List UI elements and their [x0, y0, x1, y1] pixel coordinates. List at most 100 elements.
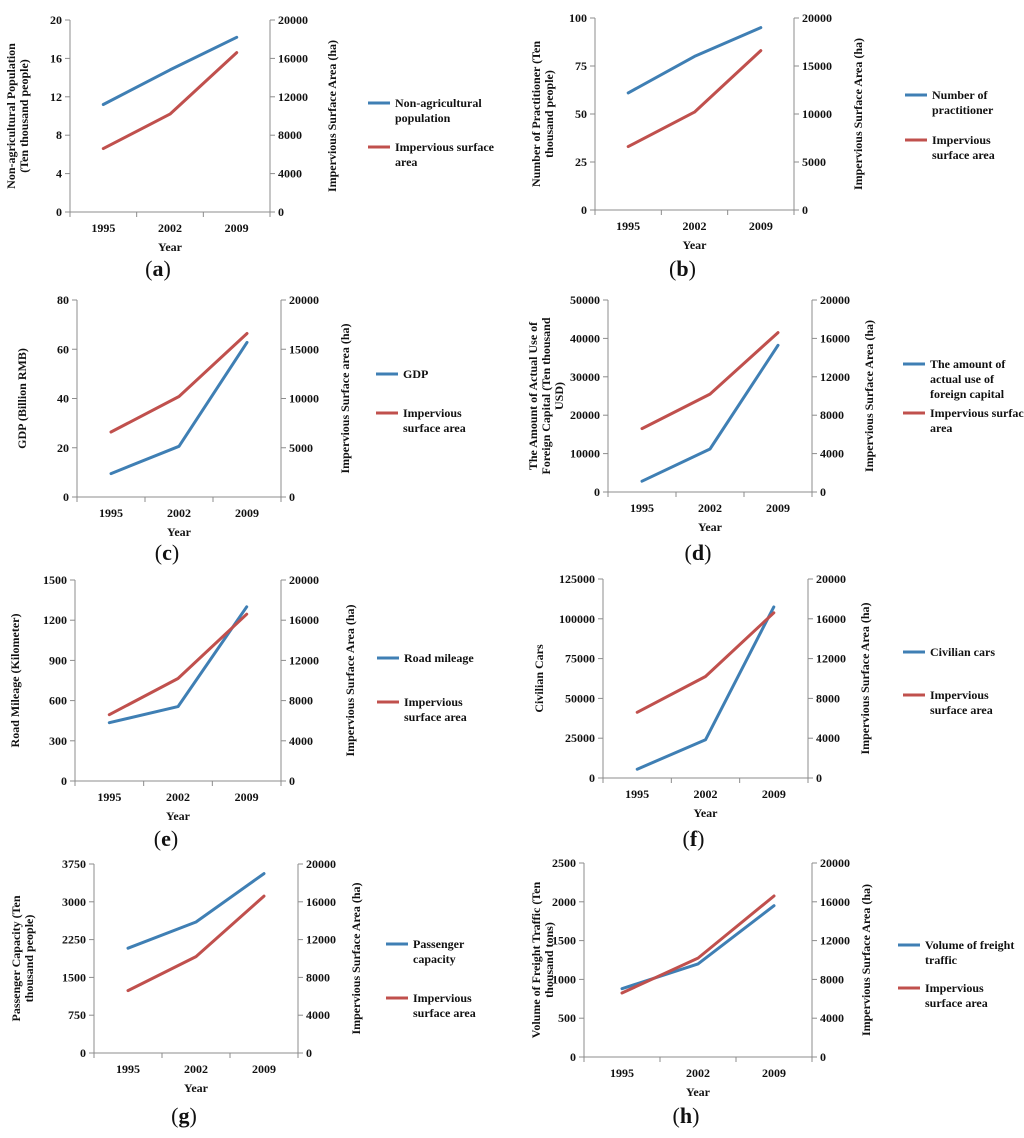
legend-label-impervious-surface-area: Impervious surface area	[395, 140, 495, 169]
series-line-impervious-surface-area	[635, 611, 776, 714]
panel-label: (b)	[669, 256, 696, 281]
right-tick-label: 20000	[816, 572, 846, 586]
right-axis-label: Impervious Surface Area (ha)	[343, 604, 357, 756]
left-tick-label: 1200	[43, 613, 67, 627]
left-tick-label: 25	[575, 155, 587, 169]
left-tick-label: 3000	[62, 895, 86, 909]
legend-label-impervious-surface-area: Impervious surface area	[930, 688, 993, 717]
legend-label-impervious-surface-area: Impervious surface area	[930, 406, 1024, 435]
left-tick-label: 0	[570, 1050, 576, 1064]
legend-label-civilian-cars: Civilian cars	[930, 645, 995, 659]
left-tick-label: 50000	[565, 691, 595, 705]
legend-label-gdp: GDP	[403, 367, 428, 381]
left-tick-label: 80	[57, 293, 69, 307]
x-tick-label: 2009	[749, 219, 773, 233]
left-tick-label: 16	[50, 51, 62, 65]
right-tick-label: 0	[278, 205, 284, 219]
left-tick-label: 30000	[570, 370, 600, 384]
x-tick-label: 2009	[762, 1066, 786, 1080]
left-axis-label: Passenger Capacity (Tenthousand people)	[9, 895, 36, 1021]
panel-label: (h)	[673, 1103, 700, 1128]
left-tick-label: 75	[575, 59, 587, 73]
chart-panel-g: 0 750 1500 2250 3000 3750 0 4000 8000 12000 16000 2…	[9, 857, 476, 1128]
x-tick-label: 2009	[762, 787, 786, 801]
left-tick-label: 750	[68, 1008, 86, 1022]
right-axis-label: Impervious Surface Area (ha)	[349, 882, 363, 1034]
right-axis-label: Impervious Surface Area (ha)	[862, 320, 876, 472]
left-tick-label: 10000	[570, 447, 600, 461]
right-tick-label: 0	[802, 203, 808, 217]
right-tick-label: 12000	[820, 370, 850, 384]
chart-panel-d: 0 10000 20000 30000 40000 50000 0 4000 8000 12000…	[526, 293, 1024, 565]
left-tick-label: 4	[56, 167, 62, 181]
left-tick-label: 100000	[559, 612, 595, 626]
right-tick-label: 16000	[820, 331, 850, 345]
right-tick-label: 12000	[306, 933, 336, 947]
legend-label-impervious-surface-area: Impervious surface area	[413, 991, 476, 1020]
x-tick-label: 1995	[99, 506, 123, 520]
left-axis-label: Civilian Cars	[532, 644, 546, 713]
x-tick-label: 2009	[225, 221, 249, 235]
right-tick-label: 15000	[289, 342, 319, 356]
right-tick-label: 0	[820, 1050, 826, 1064]
right-tick-label: 20000	[820, 293, 850, 307]
right-tick-label: 16000	[306, 895, 336, 909]
chart-panel-h: 0 500 1000 1500 2000 2500 0 4000 8000 12000 16000 2…	[529, 856, 1014, 1128]
right-tick-label: 12000	[816, 652, 846, 666]
right-tick-label: 20000	[289, 573, 319, 587]
left-tick-label: 0	[63, 490, 69, 504]
left-tick-label: 2250	[62, 933, 86, 947]
left-tick-label: 1500	[552, 934, 576, 948]
legend-label-impervious-surface-area: Impervious surface area	[403, 406, 466, 435]
left-tick-label: 2500	[552, 856, 576, 870]
right-tick-label: 4000	[278, 167, 302, 181]
left-tick-label: 900	[49, 653, 67, 667]
right-tick-label: 10000	[289, 392, 319, 406]
x-tick-label: 1995	[610, 1066, 634, 1080]
left-tick-label: 2000	[552, 895, 576, 909]
panel-label: (a)	[145, 256, 171, 281]
series-line-impervious-surface-area	[126, 894, 266, 993]
left-tick-label: 0	[56, 205, 62, 219]
left-tick-label: 600	[49, 694, 67, 708]
panel-label: (f)	[683, 826, 705, 851]
right-tick-label: 16000	[289, 613, 319, 627]
chart-panel-b: 0 25 50 75 100 0 5000 10000 15000 20000 1995 2002 20…	[529, 11, 995, 281]
right-tick-label: 4000	[820, 447, 844, 461]
left-tick-label: 12	[50, 90, 62, 104]
series-line-impervious-surface-area	[620, 894, 776, 995]
panel-label: (e)	[154, 826, 178, 851]
x-tick-label: 2002	[167, 506, 191, 520]
right-tick-label: 5000	[802, 155, 826, 169]
right-tick-label: 10000	[802, 107, 832, 121]
legend-label-passenger-capacity: Passenger capacity	[413, 937, 465, 966]
right-tick-label: 20000	[278, 13, 308, 27]
left-axis-label: The Amount of Actual Use ofForeign Capit…	[526, 317, 566, 474]
right-tick-label: 20000	[802, 11, 832, 25]
series-line-the-amount-of-actual-use-of-foreign-capital	[640, 343, 780, 483]
left-tick-label: 50000	[570, 293, 600, 307]
left-tick-label: 20	[57, 441, 69, 455]
series-line-impervious-surface-area	[640, 331, 780, 431]
x-tick-label: 2009	[252, 1062, 276, 1076]
left-tick-label: 300	[49, 734, 67, 748]
x-tick-label: 1995	[616, 219, 640, 233]
x-tick-label: 1995	[91, 221, 115, 235]
right-tick-label: 20000	[820, 856, 850, 870]
left-tick-label: 100	[569, 11, 587, 25]
x-axis-label: Year	[158, 240, 183, 254]
x-tick-label: 1995	[116, 1062, 140, 1076]
x-axis-label: Year	[694, 806, 719, 820]
x-tick-label: 2002	[686, 1066, 710, 1080]
left-tick-label: 8	[56, 128, 62, 142]
right-tick-label: 16000	[816, 612, 846, 626]
x-tick-label: 2002	[184, 1062, 208, 1076]
left-tick-label: 500	[558, 1011, 576, 1025]
right-axis-label: Impervious Surface area (ha)	[338, 323, 352, 473]
series-line-impervious-surface-area	[107, 612, 249, 717]
left-tick-label: 1500	[62, 970, 86, 984]
legend-label-the-amount-of-actual-use-of-foreign-capital: The amount of actual use of foreign capita…	[930, 357, 1006, 401]
left-tick-label: 1500	[43, 573, 67, 587]
legend-label-road-mileage: Road mileage	[404, 651, 474, 665]
